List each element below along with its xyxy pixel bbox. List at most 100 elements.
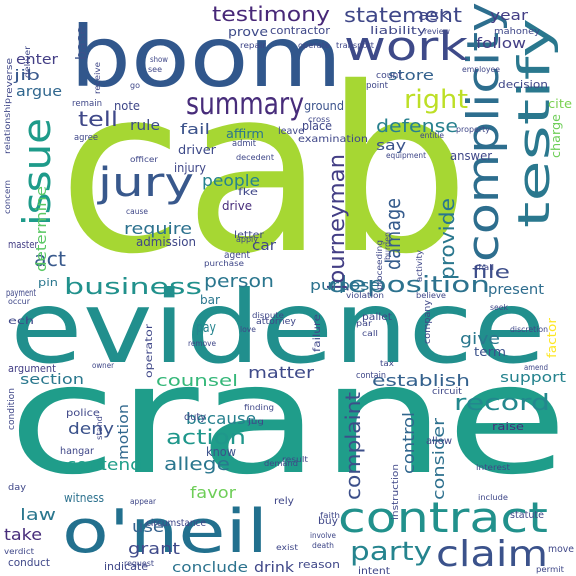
word: section — [20, 372, 84, 388]
word: par — [356, 319, 373, 328]
word: counsel — [156, 371, 238, 390]
word: shall — [474, 263, 494, 272]
word: employee — [462, 65, 500, 74]
word: deliver — [23, 45, 32, 78]
word: permit — [536, 565, 564, 574]
word: raise — [492, 420, 524, 433]
word: fke — [238, 187, 258, 198]
word: hangar — [60, 446, 95, 457]
word: o'neil — [62, 497, 268, 567]
word: point — [366, 81, 388, 91]
word: verdict — [4, 547, 34, 556]
word: law — [20, 505, 56, 524]
word: see — [148, 65, 162, 74]
word: require — [124, 219, 192, 238]
word: testimony — [212, 2, 330, 26]
word: occur — [8, 297, 31, 306]
word: driver — [178, 143, 216, 157]
word: present — [488, 282, 545, 298]
word: call — [362, 329, 378, 338]
word: favor — [190, 483, 236, 502]
word: seek — [490, 303, 508, 312]
word: move — [548, 544, 574, 555]
word: jib — [12, 68, 40, 84]
word: damage — [381, 198, 405, 270]
word: liability — [370, 24, 427, 37]
word: grant — [128, 539, 180, 558]
word: intent — [358, 566, 390, 576]
word: journeyman — [325, 154, 350, 291]
word: decision — [498, 78, 548, 91]
word: evidence — [10, 269, 546, 386]
word: contend — [66, 455, 142, 474]
word: term — [474, 345, 506, 359]
word: demand — [264, 459, 298, 468]
word: circumstance — [146, 518, 206, 529]
word: show — [150, 55, 168, 64]
word: reason — [298, 558, 340, 571]
word: answer — [450, 149, 492, 163]
word: leave — [278, 126, 304, 137]
word: result — [282, 455, 308, 464]
word: interest — [476, 463, 510, 472]
word: repair — [240, 41, 267, 50]
word: work — [344, 24, 469, 70]
word: crane — [8, 331, 568, 508]
word: boom — [70, 8, 342, 106]
word: prove — [228, 25, 268, 39]
word: apply — [236, 235, 258, 244]
word: remove — [188, 339, 216, 348]
word: complaint — [341, 392, 365, 500]
word: bar — [200, 293, 220, 307]
word: amend — [524, 363, 548, 372]
word: examination — [298, 134, 368, 145]
word: people — [202, 171, 260, 190]
word: ground — [304, 99, 344, 113]
word: give — [460, 329, 500, 348]
word: charge — [549, 114, 563, 158]
word: involve — [310, 531, 336, 540]
word: decedent — [236, 153, 274, 162]
word: store — [388, 68, 434, 84]
word: action — [166, 425, 246, 449]
word: affirm — [226, 127, 264, 141]
word: provide — [435, 198, 459, 280]
word: agent — [224, 250, 250, 261]
word: contractor — [270, 24, 330, 37]
word: receive — [93, 62, 102, 94]
word: issue — [15, 118, 59, 226]
word: take — [4, 525, 42, 544]
word: cab — [58, 38, 470, 304]
word: attorney — [256, 317, 297, 327]
word: conduct — [8, 556, 51, 569]
word: ech — [8, 316, 34, 327]
word: injury — [174, 161, 206, 175]
word: know — [206, 445, 236, 459]
word: proceeding — [375, 240, 384, 290]
word: discretion — [510, 325, 548, 334]
word: enter — [16, 52, 58, 68]
word: day — [8, 483, 27, 493]
word: because — [186, 409, 256, 428]
word: use — [132, 517, 164, 536]
word: car — [252, 238, 276, 254]
word: equipment — [386, 151, 426, 160]
word: circuit — [432, 387, 463, 397]
word: matter — [248, 363, 315, 382]
word: activity — [415, 250, 424, 282]
word: faith — [320, 511, 340, 520]
word: remain — [72, 99, 102, 109]
word: note — [114, 99, 140, 113]
word: witness — [64, 491, 104, 505]
word: say — [376, 138, 406, 154]
word: stand — [95, 416, 104, 440]
word: pin — [38, 276, 58, 289]
word: reverse — [5, 57, 15, 98]
word: purpose — [310, 278, 380, 294]
word: person — [204, 271, 274, 292]
word: believe — [416, 291, 446, 300]
word: allege — [164, 454, 230, 475]
word: mahoney — [494, 27, 541, 37]
word: violation — [346, 291, 384, 300]
